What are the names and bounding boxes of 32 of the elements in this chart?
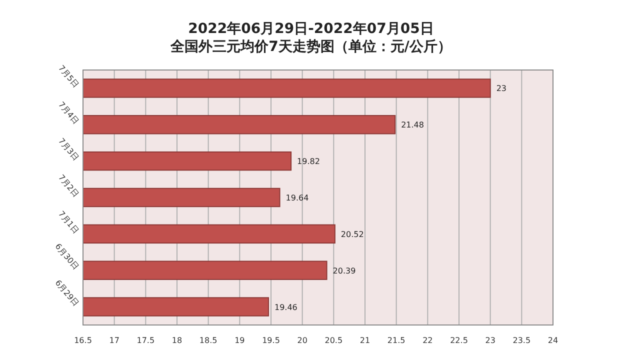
x-tick-label: 19 xyxy=(234,336,245,345)
y-tick-label: 7月5日 xyxy=(56,64,80,90)
y-tick-label: 7月1日 xyxy=(56,209,80,236)
data-label: 20.39 xyxy=(332,266,356,276)
chart-title: 2022年06月29日-2022年07月05日 xyxy=(188,21,434,37)
x-tick-label: 22 xyxy=(422,336,433,345)
x-tick-label: 17.5 xyxy=(136,336,155,345)
data-label: 19.82 xyxy=(297,157,320,166)
data-label: 23 xyxy=(496,84,507,94)
x-tick-label: 16.5 xyxy=(74,336,92,345)
chart-subtitle: 全国外三元均价7天走势图（单位：元/公斤） xyxy=(170,38,452,55)
x-tick-label: 22.5 xyxy=(450,336,468,345)
y-tick-label: 7月3日 xyxy=(56,136,80,162)
y-tick-label: 7月4日 xyxy=(56,100,80,126)
x-tick-label: 17 xyxy=(109,336,120,345)
x-tick-label: 20 xyxy=(297,336,308,345)
x-tick-label: 19.5 xyxy=(262,336,280,345)
x-tick-label: 20.5 xyxy=(324,336,343,345)
x-tick-label: 23 xyxy=(485,336,496,345)
x-tick-label: 21.5 xyxy=(387,336,406,345)
x-tick-label: 21 xyxy=(360,336,370,345)
x-tick-label: 18 xyxy=(172,336,182,345)
y-tick-label: 7月2日 xyxy=(56,172,80,199)
x-tick-label: 23.5 xyxy=(512,336,531,345)
y-tick-label: 6月30日 xyxy=(53,242,80,272)
data-label: 19.64 xyxy=(286,194,309,202)
x-tick-label: 24 xyxy=(548,336,558,345)
data-label: 21.48 xyxy=(401,120,424,130)
data-label: 20.52 xyxy=(340,230,364,239)
y-tick-label: 6月29日 xyxy=(53,278,80,308)
x-tick-label: 18.5 xyxy=(199,336,218,345)
data-label: 19.46 xyxy=(274,302,298,312)
